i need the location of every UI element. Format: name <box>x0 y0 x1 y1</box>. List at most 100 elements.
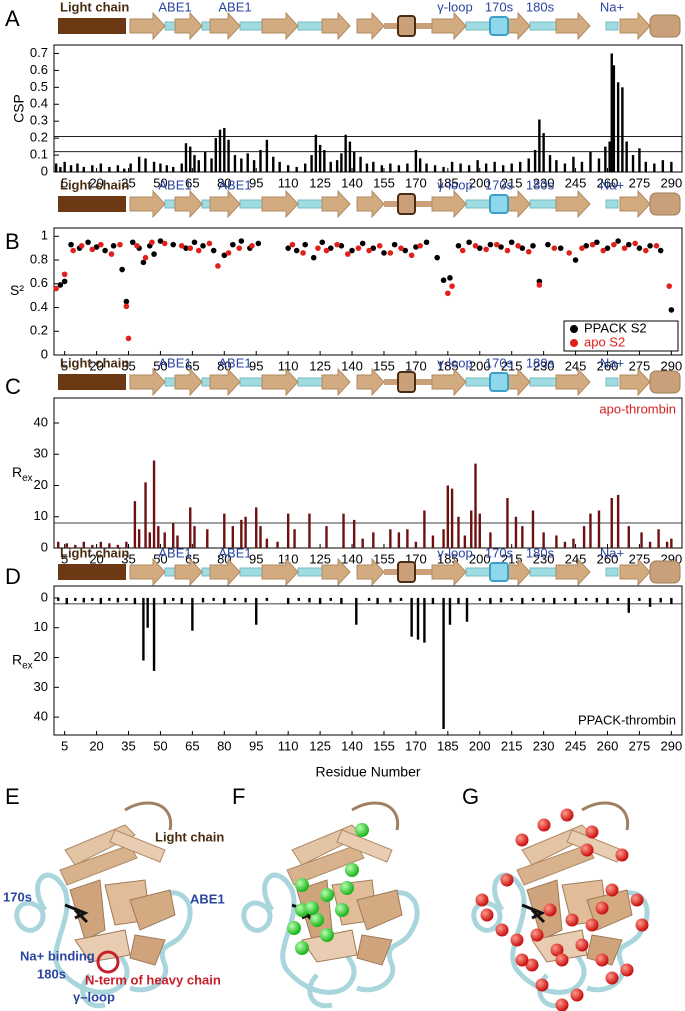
topology-label: 170s <box>485 177 514 192</box>
bar <box>531 510 535 548</box>
bar <box>372 161 375 172</box>
point <box>466 239 472 246</box>
x-tick-label: 260 <box>597 738 619 753</box>
bar <box>610 498 613 548</box>
bar <box>389 529 392 548</box>
x-tick-label: 215 <box>501 738 523 753</box>
structure-label: 180s <box>37 966 66 981</box>
y-tick-label: 0.5 <box>30 79 48 94</box>
x-tick-label: 35 <box>121 551 135 566</box>
helix <box>397 561 416 583</box>
bar <box>223 597 226 604</box>
bar <box>563 163 567 172</box>
beta-strand <box>209 367 241 397</box>
bar <box>450 488 454 548</box>
y-tick-label: 0.6 <box>30 62 48 77</box>
bar <box>74 544 77 548</box>
x-tick-label: 65 <box>185 175 199 190</box>
bar <box>152 597 156 671</box>
x-tick-label: 200 <box>469 175 491 190</box>
bar <box>657 529 660 548</box>
bar <box>133 501 137 548</box>
point <box>85 239 91 246</box>
x-tick-label: 275 <box>629 358 651 373</box>
annotation: apo-thrombin <box>599 401 676 416</box>
point <box>589 241 596 248</box>
point <box>566 250 572 256</box>
y-axis-label: CSP <box>11 94 27 123</box>
bar <box>610 53 613 172</box>
red-sphere <box>620 963 634 977</box>
bar <box>555 535 558 548</box>
point <box>68 241 74 248</box>
beta-strand <box>619 367 651 397</box>
topology-label: Light chain <box>60 545 129 560</box>
point <box>668 307 675 313</box>
coil <box>415 201 432 207</box>
bar <box>463 535 467 548</box>
bar <box>406 163 409 172</box>
beta-strand <box>129 557 166 587</box>
bar <box>265 139 269 172</box>
bar <box>340 153 343 172</box>
bar <box>484 163 488 172</box>
loop <box>201 377 211 387</box>
point <box>572 257 579 263</box>
x-tick-label: 80 <box>217 738 231 753</box>
bar <box>446 485 450 548</box>
bar <box>65 597 68 604</box>
point <box>149 239 155 246</box>
bar <box>65 543 68 548</box>
bar <box>670 597 673 604</box>
bar <box>423 510 426 548</box>
bar <box>542 133 545 172</box>
red-sphere <box>535 978 549 992</box>
loop <box>605 567 619 577</box>
bar <box>201 597 205 603</box>
point <box>98 241 104 248</box>
bar <box>129 163 132 172</box>
x-tick-label: 65 <box>185 738 199 753</box>
bar <box>542 597 545 603</box>
x-tick-label: 185 <box>437 358 459 373</box>
y-tick-label: 10 <box>34 508 48 523</box>
y-tick-label: 0.8 <box>30 251 48 266</box>
green-sphere <box>295 878 309 892</box>
y-tick-label: 0.4 <box>30 96 48 111</box>
loop <box>239 21 263 31</box>
topology-label: 170s <box>485 545 514 560</box>
bar <box>203 151 207 172</box>
x-tick-label: 80 <box>217 175 231 190</box>
x-tick-label: 275 <box>629 551 651 566</box>
beta-strand <box>507 367 531 397</box>
bar <box>612 65 616 172</box>
point <box>334 241 340 248</box>
bar <box>582 526 586 548</box>
bar <box>361 538 364 548</box>
x-tick-label: 110 <box>278 358 299 373</box>
beta-strand <box>356 11 385 41</box>
bar <box>74 597 77 601</box>
topology-label: 180s <box>526 177 555 192</box>
beta-strand <box>209 189 241 219</box>
bar <box>180 163 183 172</box>
bar <box>189 507 192 548</box>
x-tick-label: 35 <box>121 358 135 373</box>
x-tick-label: 290 <box>661 175 683 190</box>
loop <box>164 377 176 387</box>
x-tick-label: 290 <box>661 358 683 373</box>
coil <box>384 23 398 29</box>
red-sphere <box>630 893 644 907</box>
point <box>221 252 228 259</box>
y-tick-label: 0 <box>41 589 48 604</box>
x-tick-label: 185 <box>437 551 459 566</box>
x-tick-label: 245 <box>565 358 587 373</box>
loop <box>605 377 619 387</box>
x-tick-label: 140 <box>341 551 363 566</box>
loop <box>605 21 619 31</box>
bar <box>184 143 188 172</box>
red-sphere <box>550 943 564 957</box>
y-axis-label: S² <box>10 282 24 298</box>
topology-label: Na+ <box>600 545 624 560</box>
panel-label: F <box>232 784 245 809</box>
